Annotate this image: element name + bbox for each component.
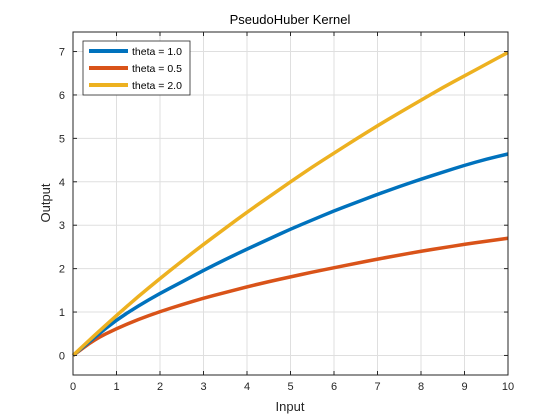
series-line (71, 236, 510, 357)
y-tick-label: 3 (59, 220, 65, 232)
x-tick-label: 4 (244, 381, 250, 393)
x-tick-label: 0 (70, 381, 76, 393)
series-line (71, 50, 510, 357)
x-tick-label: 8 (418, 381, 424, 393)
x-tick-label: 6 (331, 381, 337, 393)
x-tick-label: 7 (374, 381, 380, 393)
y-tick-label: 7 (59, 47, 65, 59)
series-layer (71, 50, 510, 357)
x-tick-label: 5 (287, 381, 293, 393)
y-tick-label: 5 (59, 133, 65, 145)
chart-title: PseudoHuber Kernel (230, 12, 351, 27)
legend-label: theta = 0.5 (132, 63, 182, 75)
y-tick-label: 4 (59, 177, 65, 189)
legend: theta = 1.0 theta = 0.5 theta = 2.0 (82, 40, 191, 96)
y-tick-label: 0 (59, 350, 65, 362)
x-tick-label: 10 (502, 381, 514, 393)
y-tick-labels: 0 1 2 3 4 5 6 7 (59, 47, 65, 363)
y-tick-label: 1 (59, 307, 65, 319)
grid (72, 32, 509, 375)
legend-label: theta = 2.0 (132, 80, 182, 92)
legend-label: theta = 1.0 (132, 46, 182, 58)
x-tick-label: 3 (200, 381, 206, 393)
y-tick-label: 2 (59, 264, 65, 276)
x-tick-label: 1 (113, 381, 119, 393)
x-tick-label: 2 (157, 381, 163, 393)
x-axis-label: Input (276, 399, 305, 414)
y-tick-label: 6 (59, 90, 65, 102)
y-axis-label: Output (38, 183, 53, 222)
x-tick-label: 9 (461, 381, 467, 393)
x-tick-labels: 0 1 2 3 4 5 6 7 8 9 10 (70, 381, 514, 393)
series-line (71, 152, 510, 357)
ticks (72, 32, 509, 375)
